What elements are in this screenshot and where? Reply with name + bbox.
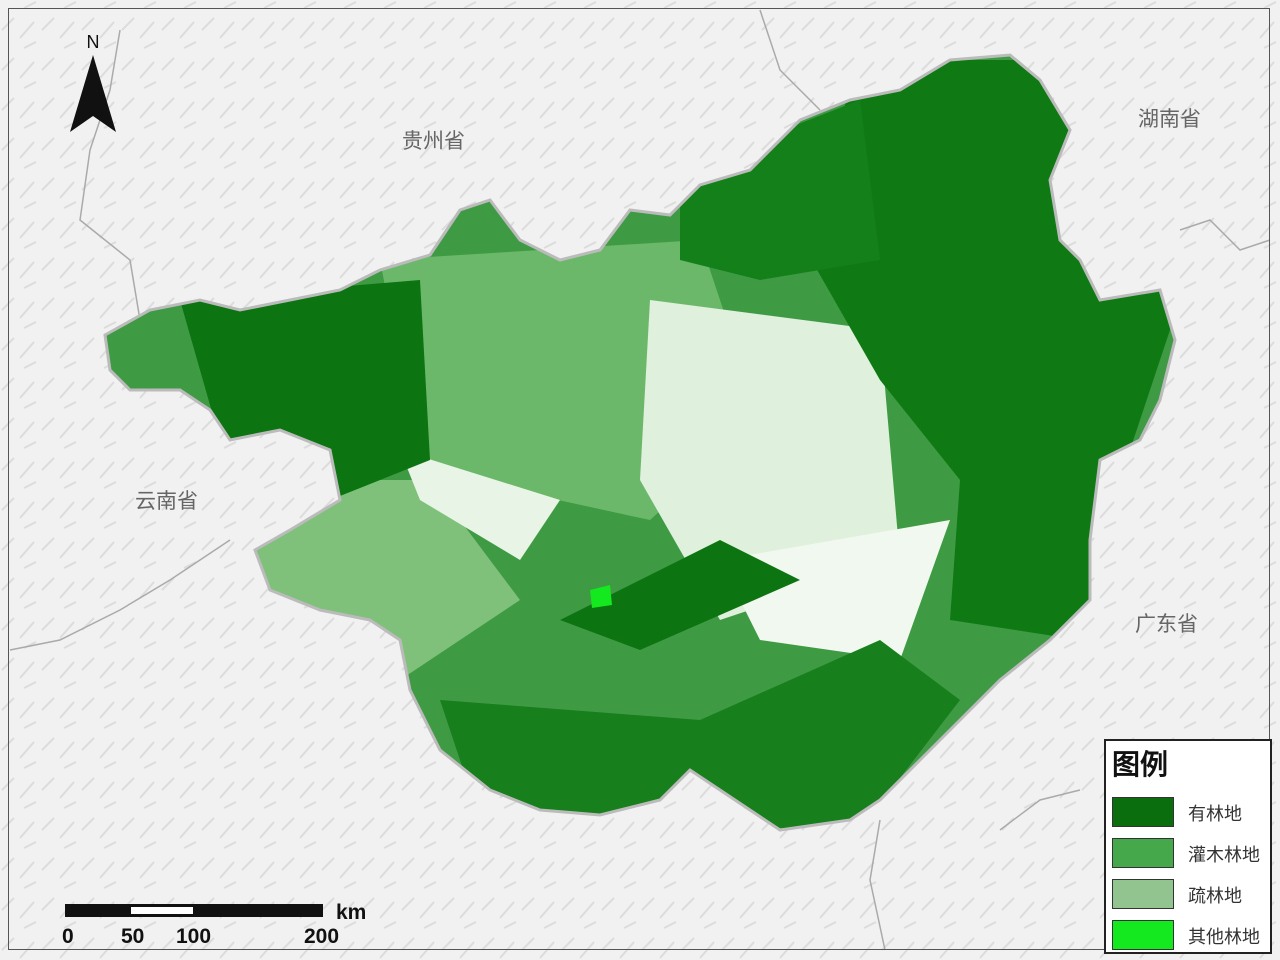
forest-region-north [680, 100, 880, 280]
forest-strip [560, 540, 800, 650]
legend-swatch [1112, 838, 1174, 868]
map-frame [8, 8, 1270, 950]
legend-label: 有林地 [1188, 804, 1242, 825]
nonforest-patch [400, 450, 560, 560]
north-arrow-icon [70, 55, 116, 132]
legend-item-sparse: 疏林地 [1112, 879, 1272, 913]
label-guangdong: 广东省 [1135, 612, 1198, 636]
legend-swatch [1112, 879, 1174, 909]
scale-tick-50: 50 [121, 925, 145, 948]
legend-item-forest: 有林地 [1112, 797, 1272, 831]
scale-tick-200: 200 [304, 925, 340, 948]
legend-label: 其他林地 [1188, 927, 1260, 948]
legend-swatch [1112, 797, 1174, 827]
forest-region-south [440, 640, 960, 830]
legend-item-other: 其他林地 [1112, 920, 1272, 954]
legend-swatch [1112, 920, 1174, 950]
legend-title: 图例 [1112, 748, 1169, 781]
scale-tick-0: 0 [62, 925, 74, 948]
label-guizhou: 贵州省 [402, 129, 465, 153]
north-label: N [87, 32, 100, 52]
province-borders [9, 9, 1271, 951]
nonforest-patch [720, 520, 950, 660]
legend-item-shrub: 灌木林地 [1112, 838, 1272, 872]
scale-bar [65, 904, 323, 917]
scale-unit: km [336, 901, 367, 924]
legend-label: 疏林地 [1188, 886, 1242, 907]
legend: 图例 有林地 灌木林地 疏林地 其他林地 [1104, 739, 1272, 954]
other-forest-patch [590, 585, 612, 608]
scale-tick-100: 100 [176, 925, 212, 948]
legend-label: 灌木林地 [1188, 845, 1260, 866]
label-yunnan: 云南省 [135, 489, 198, 513]
label-hunan: 湖南省 [1138, 107, 1201, 131]
